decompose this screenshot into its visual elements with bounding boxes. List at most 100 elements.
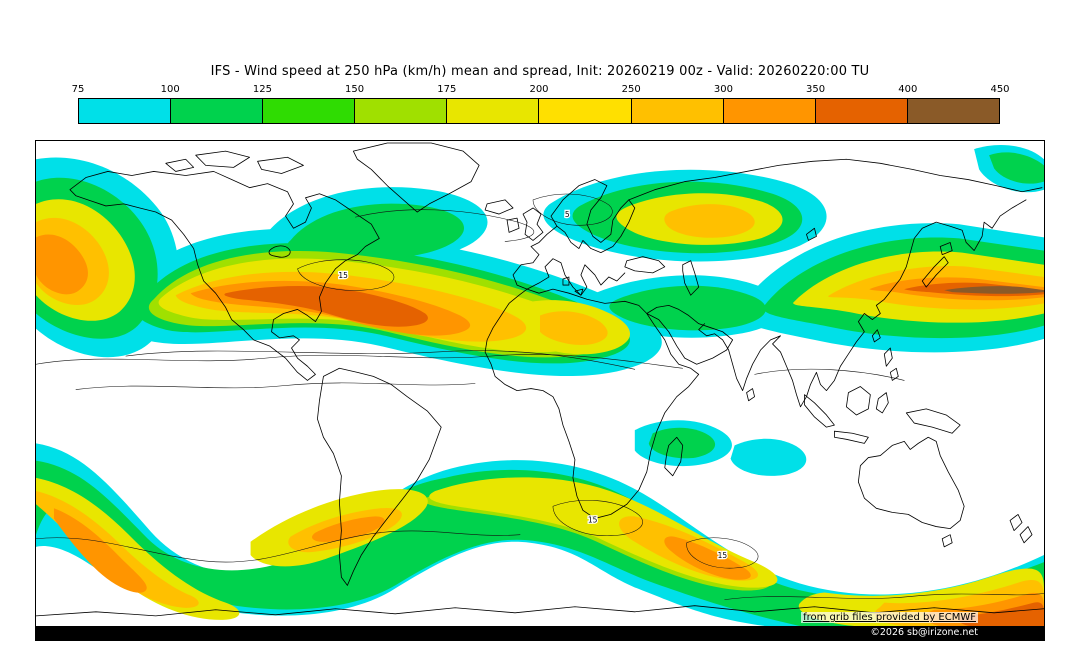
colorbar-ticks: 75 100 125 150 175 200 250 300 350 400 450 [72,84,1010,98]
coastlines-path [698,199,1027,408]
contour-label: 15 [338,271,348,280]
contour-label: 15 [588,515,598,524]
coastlines-path [875,392,889,414]
colorbar-tick-label: 125 [252,84,272,95]
spread-contours-path [724,593,1044,600]
wind-fill-green-path [648,427,716,459]
coastlines-path [804,394,835,428]
coastlines-path [624,256,666,274]
spread-contours-path [754,368,905,381]
coastlines-path [1009,513,1023,532]
spread-contours-path [552,500,643,536]
colorbar-segment [814,99,907,123]
coastlines-path [484,199,514,215]
wind-fill-amber-path [664,204,755,238]
colorbar-segment [262,99,355,123]
copyright-bar: ©2026 sb@irizone.net [36,626,1044,640]
coastlines-path [921,256,949,288]
colorbar-tick-label: 400 [898,84,918,95]
wind-fill-orange-path [312,516,385,542]
spread-contours-path [125,350,636,370]
colorbar-tick-label: 200 [529,84,549,95]
wind-fill-green-path [989,152,1044,184]
coastlines-path [889,367,899,381]
coastlines-path [522,207,544,241]
spread-contours-path [75,382,476,390]
coastlines-path [628,158,1043,201]
colorbar-tick-label: 150 [345,84,365,95]
wind-fill-darkorange-path [958,602,1044,626]
colorbar-segment [170,99,263,123]
wind-fill-orange-path [53,508,147,593]
coastlines-path [317,367,442,586]
wind-fill-cyan-path [730,438,807,476]
world-map-svg: 15 5 15 15 [36,142,1044,626]
coastlines-path [268,245,291,258]
coastlines-path [195,150,250,168]
wind-fill-green [36,152,1044,626]
spread-contours-path [36,530,521,563]
colorbar-segment [354,99,447,123]
colorbar-tick-label: 300 [713,84,733,95]
coastlines-path [845,386,871,416]
coastlines-path [883,347,893,367]
coastlines-path [806,227,817,241]
coastlines-path [941,534,953,548]
wind-fill-darkorange-path [224,286,428,327]
coastlines-path [562,276,570,286]
colorbar-tick-label: 350 [806,84,826,95]
coastlines [36,142,1044,617]
colorbar-segment [538,99,631,123]
colorbar-segment [722,99,815,123]
wind-fill-orange-path [36,234,88,295]
wind-fill-brown [944,286,1044,294]
coastlines-path [857,436,965,529]
coastlines-path [1019,526,1033,544]
coastlines-path [165,158,195,172]
wind-fill-orange-path [664,536,751,580]
colorbar-tick-label: 175 [437,84,457,95]
coastlines-path [550,179,636,254]
spread-contours-path [686,537,759,569]
map-panel: 15 5 15 15 from grib files provided by E… [35,140,1045,641]
coastlines-path [506,217,520,233]
contour-labels: 15 5 15 15 [337,209,728,562]
spread-contours [36,193,1044,600]
chart-title: IFS - Wind speed at 250 hPa (km/h) mean … [210,64,870,79]
coastlines-path [257,156,304,174]
colorbar-tick-label: 250 [621,84,641,95]
coastlines-path [682,260,700,296]
coastlines-path [484,288,700,519]
ecmwf-credit: from grib files provided by ECMWF [801,612,978,623]
colorbar-segment [630,99,723,123]
coastlines-path [646,304,734,365]
colorbar-segment [446,99,539,123]
contour-label: 15 [718,551,728,560]
spread-contours-path [297,259,395,291]
copyright-text: ©2026 sb@irizone.net [870,627,978,638]
spread-contours-path [36,354,683,369]
coastlines-path [36,605,1044,617]
coastlines-path [664,436,684,477]
colorbar-segment [906,99,999,123]
coastlines-path [746,388,755,402]
coastlines-path [352,142,480,213]
colorbar-tick-label: 450 [990,84,1010,95]
contour-label: 5 [565,210,570,219]
colorbar-swatches [78,98,1000,124]
wind-fill-green-path [36,460,1044,626]
colorbar-tick-label: 75 [71,84,85,95]
coastlines-path [69,171,380,381]
colorbar: 75 100 125 150 175 200 250 300 350 400 450 [72,84,1010,124]
coastlines-path [871,329,881,343]
colorbar-segment [79,99,171,123]
coastlines-path [574,288,584,296]
spread-contours-path [532,193,613,226]
wind-fill-green-path [609,285,766,331]
coastlines-path [905,408,961,434]
colorbar-tick-label: 100 [160,84,180,95]
wind-fill-brown-path [944,286,1044,294]
wind-fill-amber-path [540,311,608,346]
coastlines-path [939,242,953,256]
coastlines-path [512,225,626,296]
